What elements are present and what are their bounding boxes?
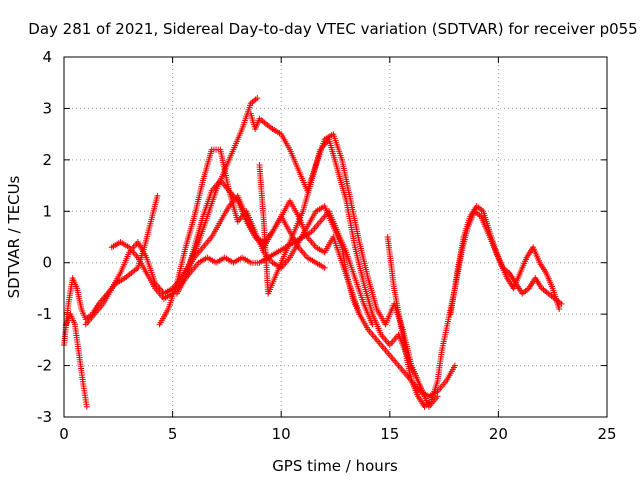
data-points	[61, 95, 565, 410]
y-axis-label: SDTVAR / TECUs	[5, 175, 23, 298]
series-I	[256, 136, 428, 400]
x-tick-label: 10	[272, 425, 291, 443]
series-H	[247, 110, 441, 410]
y-tick-label: 2	[42, 151, 52, 169]
grid	[64, 57, 607, 417]
y-tick-label: -1	[37, 305, 52, 323]
data-point	[434, 393, 441, 400]
data-point	[558, 300, 565, 307]
y-tick-label: 4	[42, 48, 52, 66]
series-K	[447, 203, 565, 318]
data-point	[451, 362, 458, 369]
data-point	[421, 393, 428, 400]
x-tick-label: 25	[597, 425, 616, 443]
series-B	[63, 311, 90, 410]
x-tick-label: 5	[168, 425, 178, 443]
chart-title: Day 281 of 2021, Sidereal Day-to-day VTE…	[28, 20, 637, 38]
x-axis-label: GPS time / hours	[272, 457, 398, 475]
y-tick-label: -3	[37, 408, 52, 426]
x-tick-label: 15	[380, 425, 399, 443]
y-tick-label: 3	[42, 99, 52, 117]
data-point	[154, 192, 161, 199]
data-point	[321, 264, 328, 271]
data-point	[556, 306, 563, 312]
y-tick-label: 1	[42, 202, 52, 220]
y-tick-label: -2	[37, 357, 52, 375]
series-J	[384, 208, 563, 410]
x-tick-label: 0	[59, 425, 69, 443]
y-tick-label: 0	[42, 254, 52, 272]
plot-frame	[63, 56, 608, 418]
data-point	[83, 403, 90, 410]
data-point	[254, 95, 261, 102]
x-tick-label: 20	[489, 425, 508, 443]
